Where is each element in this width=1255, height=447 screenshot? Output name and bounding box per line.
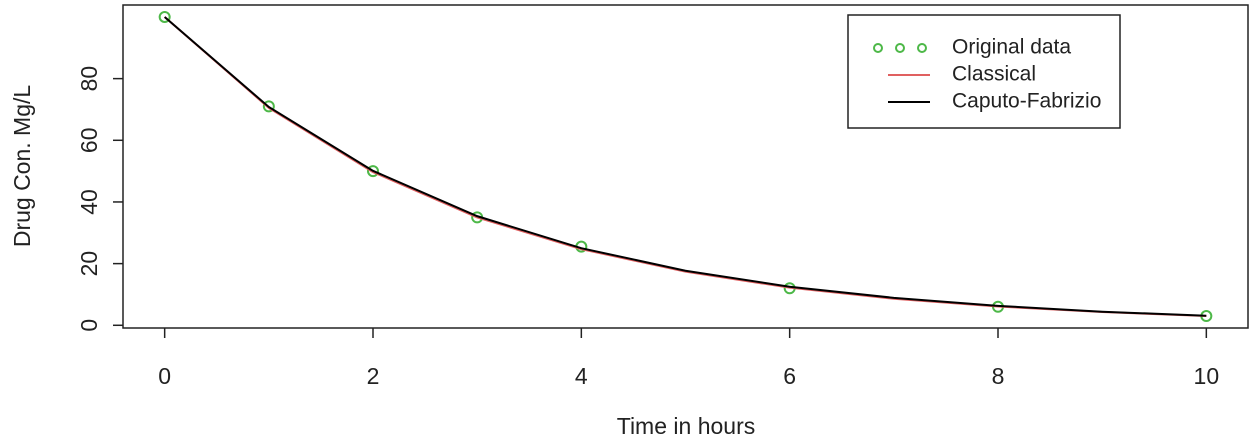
x-tick-label: 4 [575,363,588,389]
legend: Original data Classical Caputo-Fabrizio [847,14,1121,129]
legend-label: Original data [952,36,1071,59]
y-tick-label: 40 [76,189,102,215]
x-tick-label: 10 [1194,363,1220,389]
data-point [367,165,379,178]
x-axis-label: Time in hours [617,413,755,439]
data-point [158,10,171,23]
x-tick-label: 2 [367,363,380,389]
x-tick-label: 8 [992,363,1005,389]
legend-label: Caputo-Fabrizio [952,90,1101,113]
y-tick-label: 60 [76,127,102,153]
y-tick-label: 20 [76,251,102,277]
y-tick-label: 0 [76,319,102,332]
x-tick-label: 6 [783,363,796,389]
y-axis-label: Drug Con. Mg/L [9,85,35,248]
data-point [262,100,275,113]
legend-marker [895,43,905,53]
x-tick-label: 0 [158,363,171,389]
legend-marker [917,43,927,53]
series-line [164,16,1207,317]
y-tick-label: 80 [76,66,102,92]
legend-label: Classical [952,63,1036,86]
legend-box [847,14,1121,129]
legend-marker [873,43,883,53]
plot-frame [122,4,1249,329]
